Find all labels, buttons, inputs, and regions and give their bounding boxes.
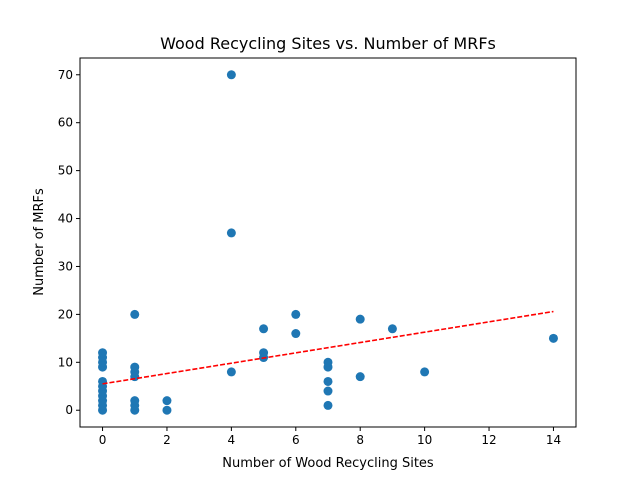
y-tick-label: 40 [58,212,73,226]
y-tick-label: 20 [58,307,73,321]
data-point [323,400,333,410]
trend-line [102,310,554,385]
x-axis-label: Number of Wood Recycling Sites [222,456,434,471]
data-point [323,376,333,386]
data-point [291,309,301,319]
data-point [130,309,140,319]
plot-area: 0 2 4 6 8 10 12 14 0 10 20 30 40 50 60 70 [58,57,577,447]
x-tick-label: 2 [163,433,171,447]
data-point [226,70,236,80]
x-tick-label: 10 [417,433,432,447]
y-tick-label: 0 [65,403,73,417]
y-tick-label: 30 [58,259,73,273]
y-tick-label: 50 [58,164,73,178]
y-tick-label: 10 [58,355,73,369]
data-point [162,396,172,406]
y-axis-label: Number of MRFs [32,188,47,296]
x-tick-label: 6 [292,433,300,447]
data-point [420,367,430,377]
data-point [130,362,140,372]
data-point [291,329,301,339]
x-tick-label: 8 [356,433,364,447]
data-point [130,396,140,406]
data-point [98,348,108,358]
data-point [355,314,365,324]
data-point [226,367,236,377]
y-tick-label: 60 [58,116,73,130]
data-point [226,228,236,238]
data-point [259,348,269,358]
x-tick-label: 12 [481,433,496,447]
x-tick-label: 4 [228,433,236,447]
data-point [162,405,172,415]
data-point [98,376,108,386]
data-point [323,357,333,367]
data-point [387,324,397,334]
data-point [355,372,365,382]
x-tick-label: 14 [546,433,561,447]
chart-title: Wood Recycling Sites vs. Number of MRFs [160,34,496,53]
data-point [548,333,558,343]
data-point [259,324,269,334]
axes-frame [79,57,577,428]
data-point [323,386,333,396]
y-tick-label: 70 [58,68,73,82]
x-tick-label: 0 [99,433,107,447]
